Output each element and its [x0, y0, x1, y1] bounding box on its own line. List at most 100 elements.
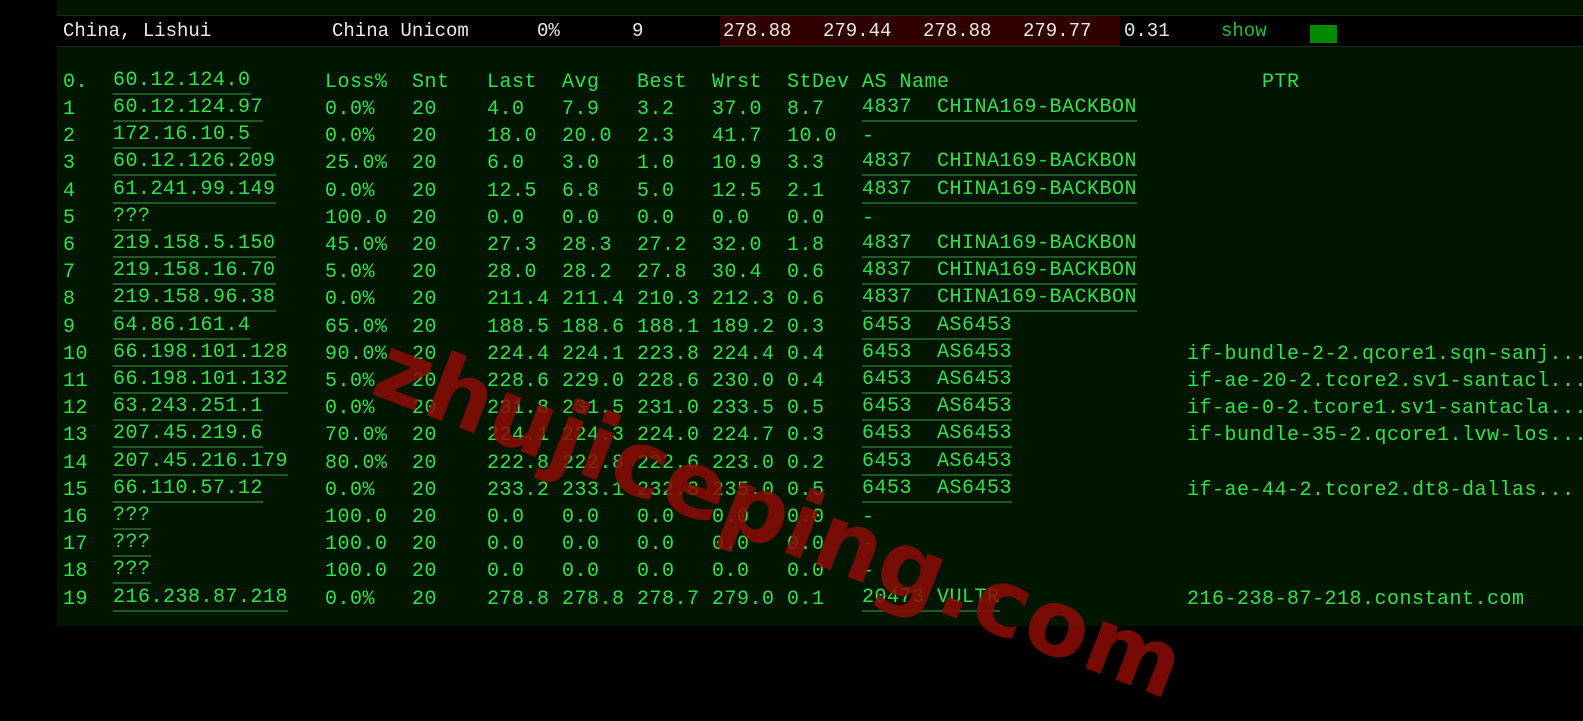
host-link[interactable]: 60.12.126.209	[113, 150, 276, 177]
cell-best: 232.8	[637, 478, 700, 502]
cell-stdev: 10.0	[787, 125, 838, 149]
asn-link[interactable]: 4837	[862, 286, 938, 313]
table-row: 10 66.198.101.128 90.0% 20 224.4 224.1 223.8 22…	[0, 341, 1583, 368]
asn-link: -	[862, 560, 875, 584]
host-link[interactable]: 60.12.124.97	[113, 96, 264, 122]
as-name-link[interactable]: CHINA169-BACKBON	[937, 286, 1138, 313]
cell-ptr: 216-238-87-218.constant.com	[1187, 587, 1525, 611]
asn-link[interactable]: 6453	[862, 314, 938, 340]
as-name-link[interactable]: AS6453	[937, 422, 1013, 449]
asn-link[interactable]: 6453	[862, 395, 938, 422]
table-row: 4 61.241.99.149 0.0% 20 12.5 6.8 5.0 12.5 2.1 483…	[0, 178, 1583, 205]
as-name-link[interactable]: AS6453	[937, 314, 1013, 340]
header-stdev: StDev	[787, 71, 850, 94]
cell-wrst: 41.7	[712, 125, 763, 149]
host-link[interactable]: 172.16.10.5	[113, 123, 251, 150]
as-name-link[interactable]: AS6453	[937, 368, 1013, 394]
cell-loss: 0.0%	[325, 125, 376, 149]
cell-snt: 20	[412, 451, 438, 475]
cell-stdev: 0.4	[787, 370, 825, 393]
as-name-link[interactable]: CHINA169-BACKBON	[937, 96, 1138, 122]
cell-snt: 20	[412, 206, 438, 230]
cell-hop: 16	[63, 506, 89, 529]
asn-link[interactable]: 6453	[862, 477, 938, 503]
cell-wrst: 212.3	[712, 288, 775, 312]
asn-link[interactable]: 20473	[862, 586, 938, 612]
cell-loss: 25.0%	[325, 152, 388, 176]
cell-loss: 65.0%	[325, 315, 388, 339]
cell-best: 223.8	[637, 342, 700, 366]
host-link[interactable]: 61.241.99.149	[113, 178, 276, 204]
cell-wrst: 223.0	[712, 451, 775, 475]
asn-link[interactable]: 6453	[862, 422, 938, 449]
asn-link[interactable]: 4837	[862, 178, 938, 204]
host-link[interactable]: 216.238.87.218	[113, 586, 289, 612]
cell-last: 228.6	[487, 370, 550, 393]
cell-hop: 9	[63, 315, 76, 339]
host-link[interactable]: 207.45.219.6	[113, 422, 264, 449]
host-link[interactable]: 207.45.216.179	[113, 450, 289, 476]
show-link[interactable]: show	[1221, 20, 1267, 42]
as-name-link[interactable]: AS6453	[937, 450, 1013, 476]
cell-avg: 7.9	[562, 98, 600, 121]
cell-best: 27.2	[637, 234, 688, 257]
as-name-link[interactable]: CHINA169-BACKBON	[937, 259, 1138, 286]
host-link[interactable]: 66.110.57.12	[113, 477, 264, 503]
host-link[interactable]: ???	[113, 504, 151, 530]
cell-loss: 45.0%	[325, 234, 388, 257]
host-link[interactable]: 66.198.101.128	[113, 341, 289, 367]
cell-wrst: 0.0	[712, 506, 750, 529]
best: 278.88	[923, 20, 992, 42]
isp: China Unicom	[332, 20, 469, 42]
cell-best: 224.0	[637, 424, 700, 448]
host-link[interactable]: ???	[113, 531, 151, 558]
host-link[interactable]: 219.158.16.70	[113, 259, 276, 286]
cell-avg: 0.0	[562, 560, 600, 584]
summary-row[interactable]: China, Lishui China Unicom 0% 9 278.88 2…	[57, 16, 1583, 47]
host-link[interactable]: ???	[113, 558, 151, 585]
cell-snt: 20	[412, 261, 438, 285]
cell-snt: 20	[412, 125, 438, 149]
asn-link[interactable]: 6453	[862, 368, 938, 394]
as-name-link[interactable]: CHINA169-BACKBON	[937, 178, 1138, 204]
cell-last: 0.0	[487, 506, 525, 529]
asn-link[interactable]: 6453	[862, 341, 938, 367]
cell-loss: 70.0%	[325, 424, 388, 448]
cell-stdev: 0.1	[787, 587, 825, 611]
cell-wrst: 32.0	[712, 234, 763, 257]
cell-stdev: 0.5	[787, 478, 825, 502]
cell-snt: 20	[412, 424, 438, 448]
asn-link[interactable]: 4837	[862, 96, 938, 122]
as-name-link[interactable]: AS6453	[937, 477, 1013, 503]
host-link[interactable]: 64.86.161.4	[113, 314, 251, 340]
cell-hop: 19	[63, 587, 89, 611]
table-row: 3 60.12.126.209 25.0% 20 6.0 3.0 1.0 10.9 3.3 483…	[0, 150, 1583, 177]
asn-link[interactable]: 6453	[862, 450, 938, 476]
hops: 9	[632, 20, 644, 42]
cell-snt: 20	[412, 506, 438, 529]
as-name-link[interactable]: VULTR	[937, 586, 1000, 612]
as-name-link[interactable]: AS6453	[937, 341, 1013, 367]
cell-best: 278.7	[637, 587, 700, 611]
as-name-link[interactable]: CHINA169-BACKBON	[937, 150, 1138, 177]
results-panel	[57, 0, 1583, 626]
cell-hop: 18	[63, 560, 89, 584]
host-link[interactable]: ???	[113, 205, 151, 231]
host-link[interactable]: 63.243.251.1	[113, 395, 264, 422]
as-name-link[interactable]: AS6453	[937, 395, 1013, 422]
header-snt: Snt	[412, 71, 450, 94]
host-link[interactable]: 66.198.101.132	[113, 368, 289, 394]
as-name-link[interactable]: CHINA169-BACKBON	[937, 232, 1138, 258]
cell-best: 3.2	[637, 98, 675, 121]
cell-wrst: 0.0	[712, 560, 750, 584]
asn-link[interactable]: 4837	[862, 259, 938, 286]
asn-link[interactable]: 4837	[862, 232, 938, 258]
host-link[interactable]: 219.158.5.150	[113, 232, 276, 258]
host-link[interactable]: 219.158.96.38	[113, 286, 276, 313]
cell-hop: 13	[63, 424, 89, 448]
cell-avg: 28.2	[562, 261, 613, 285]
cell-last: 224.1	[487, 424, 550, 448]
header-avg: Avg	[562, 71, 600, 94]
header-host-link[interactable]: 60.12.124.0	[113, 69, 251, 95]
asn-link[interactable]: 4837	[862, 150, 938, 177]
